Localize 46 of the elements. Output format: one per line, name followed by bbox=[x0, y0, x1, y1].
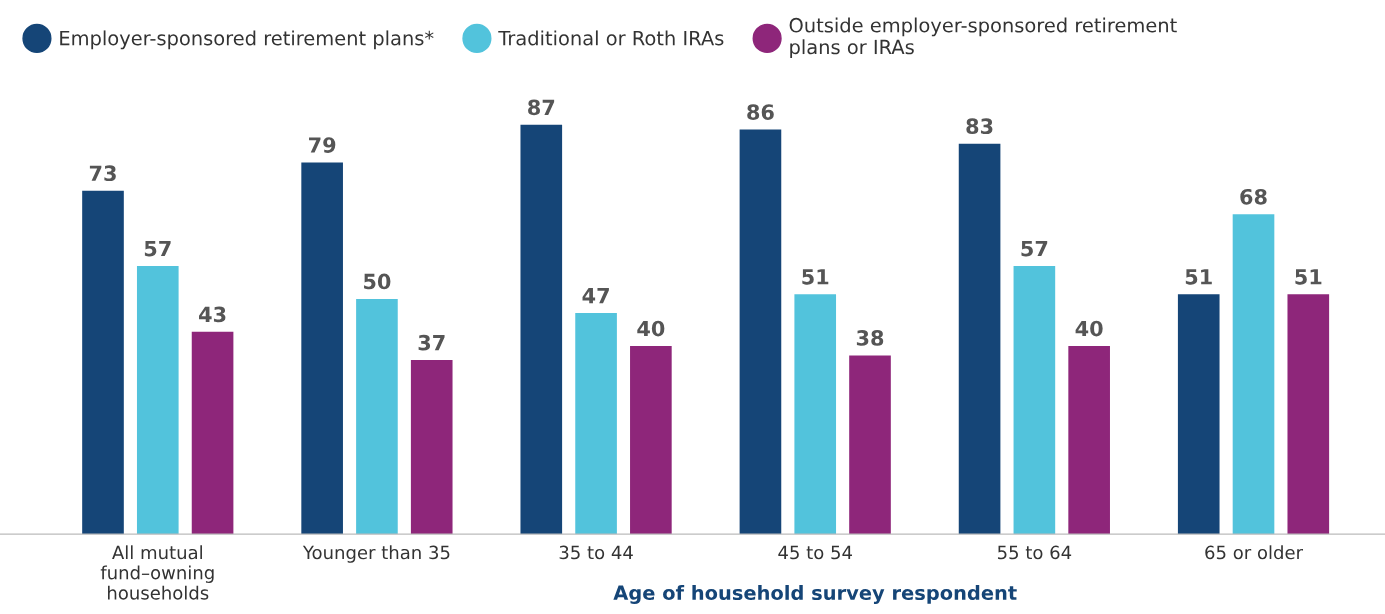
bar bbox=[958, 143, 1001, 535]
legend-label: Employer-sponsored retirement plans* bbox=[60, 30, 434, 50]
data-label: 38 bbox=[856, 330, 884, 346]
bar bbox=[739, 129, 782, 535]
bar bbox=[794, 294, 837, 535]
bar bbox=[1068, 345, 1110, 535]
data-label: 68 bbox=[1240, 188, 1267, 205]
bar bbox=[191, 331, 234, 535]
data-label: 57 bbox=[144, 240, 171, 257]
data-label: 86 bbox=[747, 104, 774, 120]
x-tick-label: 35 to 44 bbox=[559, 545, 633, 560]
data-label: 43 bbox=[199, 306, 226, 323]
x-tick-label: Younger than 35 bbox=[302, 545, 450, 563]
bar bbox=[1177, 294, 1220, 535]
data-label: 50 bbox=[364, 273, 391, 290]
bar bbox=[1232, 214, 1275, 535]
data-label: 87 bbox=[528, 99, 555, 116]
bar bbox=[630, 345, 672, 535]
data-label: 51 bbox=[1185, 269, 1212, 285]
data-label: 57 bbox=[1021, 240, 1048, 257]
bar bbox=[520, 124, 563, 535]
data-label: 47 bbox=[582, 287, 609, 304]
bar bbox=[575, 313, 617, 535]
bar bbox=[1287, 294, 1330, 535]
bar bbox=[82, 190, 124, 535]
data-label: 51 bbox=[802, 269, 829, 285]
data-label: 73 bbox=[89, 165, 116, 182]
x-tick-label: All mutual fund–owning households bbox=[100, 545, 214, 600]
legend-label: Outside employer-sponsored retirement plans or IRAs bbox=[789, 17, 1177, 59]
bar bbox=[301, 162, 343, 535]
x-tick-label: 45 to 54 bbox=[778, 545, 852, 560]
bar bbox=[849, 355, 891, 535]
bar bbox=[136, 266, 179, 535]
bar bbox=[356, 298, 398, 535]
data-label: 40 bbox=[637, 320, 665, 337]
data-label: 51 bbox=[1295, 269, 1322, 285]
legend-label: Traditional or Roth IRAs bbox=[498, 30, 724, 46]
data-label: 83 bbox=[966, 118, 993, 135]
x-tick-label: 55 to 64 bbox=[997, 545, 1072, 560]
data-label: 37 bbox=[418, 334, 445, 351]
data-label: 79 bbox=[309, 137, 336, 153]
bar bbox=[1013, 266, 1056, 535]
x-tick-label: 65 or older bbox=[1205, 545, 1303, 560]
bar bbox=[410, 360, 453, 535]
data-label: 40 bbox=[1075, 320, 1103, 337]
x-axis-title: Age of household survey respondent bbox=[613, 585, 1017, 604]
